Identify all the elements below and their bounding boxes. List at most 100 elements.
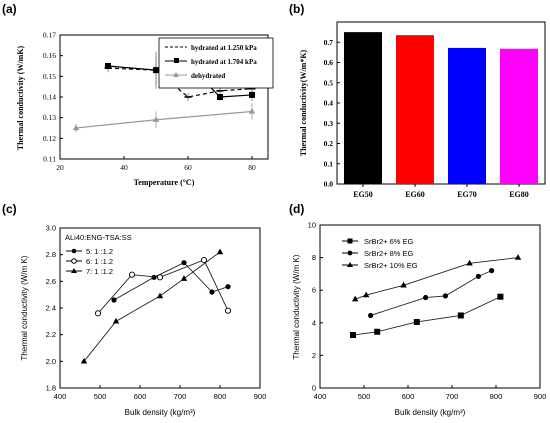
panel-b-chart: 0.0 0.1 0.2 0.3 0.4 0.5 0.6 0.7 EG50 EG60 EG70 EG8… [299, 21, 546, 199]
panel-c-series-2-point-0 [80, 357, 88, 364]
legend-d-1-label: SrBr2+ 6% EG [364, 237, 414, 246]
panel-d-chart: 400 500 600 700 800 900 0 2 4 6 8 10 Thermal conduc… [292, 221, 546, 418]
panel-a-series-1-point-4 [249, 91, 255, 98]
panel-b-bar-EG80 [500, 48, 538, 185]
panel-d-ytick-label-4: 8 [312, 253, 316, 262]
panel-c-ytick-label-5: 2.8 [46, 250, 56, 259]
panel-d-xtick-label-4: 800 [490, 392, 503, 401]
panel-b-xtick-label-3: EG80 [509, 190, 529, 199]
panel-b-bar-EG70 [448, 47, 486, 184]
panel-d-series-1-point-4 [489, 268, 495, 274]
legend-d-3-label: SrBr2+ 10% EG [364, 261, 418, 270]
panel-c-series-0-point-0 [111, 297, 117, 303]
panel-c-label: (c) [2, 202, 17, 216]
panel-b-ytick-label-2: 0.2 [324, 139, 334, 148]
legend-a-2-label: hydrated at 1.704 kPa [191, 58, 257, 66]
panel-d-ytick-label-5: 10 [308, 221, 316, 230]
panel-c-ylabel: Thermal conductivity (W/m K) [20, 255, 29, 360]
panel-a-xtick-label-2: 60 [184, 163, 192, 172]
panel-a-xlabel: Temperature (°C) [134, 178, 195, 187]
panel-b-xtick-label-2: EG70 [457, 190, 477, 199]
panel-a-ytick-label-3: 0.14 [43, 93, 56, 102]
panel-d-series-0-point-1 [374, 328, 381, 335]
panel-b-ytick-label-1: 0.1 [324, 159, 334, 168]
panel-b-ylabel: Thermal conductivity(W/m*K) [299, 49, 308, 156]
panel-d-ytick-label-2: 4 [312, 318, 316, 327]
panel-a-xtick-label-1: 40 [120, 163, 128, 172]
panel-a-ytick-label-6: 0.17 [43, 31, 56, 40]
panel-a-series-2-point-2 [248, 107, 256, 114]
legend-c-1-label: 5: 1 :1.2 [86, 247, 113, 256]
panel-d-xtick-label-0: 400 [314, 392, 327, 401]
panel-c-xtick-label-3: 700 [174, 392, 187, 401]
panel-a-ylabel: Thermal conductivity (W/mK) [16, 45, 25, 150]
panel-c-series-0-point-4 [225, 284, 231, 290]
panel-b-label: (b) [289, 2, 304, 16]
panel-d-xtick-label-1: 500 [358, 392, 371, 401]
panel-c-ytick-label-6: 3.0 [46, 224, 56, 233]
panel-b-ytick-label-5: 0.5 [324, 78, 334, 87]
panel-c-series-1-point-4 [224, 307, 232, 314]
panel-a-ytick-label-0: 0.11 [43, 155, 56, 164]
panel-c-chart: 400 500 600 700 800 9001.82.02.22.42.62.83.0 … [20, 224, 266, 418]
panel-c-xtick-label-1: 500 [94, 392, 107, 401]
panel-c-series-1-line [97, 259, 229, 314]
legend-a-1-label: hydrated at 1.250 kPa [191, 44, 257, 52]
panel-a-ytick-label-2: 0.13 [43, 113, 56, 122]
panel-b-xtick-label-1: EG60 [405, 190, 425, 199]
panel-d-xtick-label-2: 600 [402, 392, 415, 401]
panel-d-ylabel: Thermal conductivity (W/m K) [292, 254, 301, 359]
panel-a-series-1-point-1 [153, 67, 159, 74]
panel-c-series-2-point-1 [112, 317, 120, 324]
panel-a-series-0-line [107, 67, 253, 98]
panel-d-series-0-point-2 [413, 318, 420, 325]
panel-d-series-1-line [370, 270, 492, 316]
panel-b-ytick-label-7: 0.7 [324, 38, 334, 47]
panel-c-series-0-point-2 [181, 260, 187, 266]
panel-d-xlabel: Bulk density (kg/m³) [395, 408, 466, 417]
panel-c-series-2-point-3 [180, 275, 188, 281]
panel-b-ytick-label-6: 0.6 [324, 58, 334, 67]
panel-a-chart: 20 40 60 80 0.11 0.12 0.13 0.14 0.15 0.16 0.17 The… [16, 31, 274, 187]
panel-d-series-2-point-0 [352, 295, 359, 302]
panel-a-ytick-label-4: 0.15 [43, 72, 56, 81]
panel-d-series-0-point-4 [497, 293, 504, 300]
legend-c-2-label: 6: 1 :1.2 [86, 257, 113, 266]
panel-a-label: (a) [2, 2, 17, 16]
panel-d-xtick-label-3: 700 [446, 392, 459, 401]
panel-a-xtick-label-0: 20 [56, 163, 64, 172]
panel-b-bar-EG60 [396, 35, 434, 184]
panel-d-series-0-point-3 [457, 312, 464, 319]
panel-d-ytick-label-1: 2 [312, 351, 316, 360]
panel-d-series-2-point-2 [400, 281, 407, 288]
panel-d-ytick-label-0: 0 [312, 384, 316, 393]
panel-b-bar-EG50 [344, 32, 382, 184]
panel-a-series-2-point-0 [72, 124, 80, 131]
panel-d-plot-frame [319, 224, 541, 389]
panel-d-series-2-point-1 [363, 291, 370, 298]
panel-d-series-0-point-0 [350, 332, 356, 339]
panel-c-xtick-label-0: 400 [54, 392, 67, 401]
panel-c-ytick-label-4: 2.6 [46, 277, 56, 286]
panel-c-legend: ALi40:ENG-TSA:SS 5: 1 :1.2 6: 1 :1.2 7: … [65, 233, 132, 276]
panel-d-series-2-point-4 [514, 254, 522, 260]
panel-b-xtick-label-0: EG50 [353, 190, 373, 199]
panel-c-ytick-label-0: 1.8 [46, 384, 56, 393]
panel-c-xlabel: Bulk density (kg/m³) [125, 408, 196, 417]
panel-d-series-2-point-3 [466, 259, 473, 266]
panel-c-series-1-point-1 [128, 271, 136, 278]
panel-a-series-2-point-1 [152, 116, 160, 122]
panel-c-series-1-point-0 [94, 310, 102, 317]
panel-c-xtick-label-4: 800 [214, 392, 227, 401]
panel-d-ytick-label-3: 6 [312, 286, 316, 295]
panel-c-series-0-point-1 [151, 274, 157, 280]
panel-a-series-1-point-0 [105, 63, 111, 69]
panel-a-legend: hydrated at 1.250 kPa hydrated at 1.704 … [158, 37, 274, 89]
panel-d-label: (d) [289, 202, 304, 216]
panel-b-ytick-label-4: 0.4 [324, 99, 334, 108]
panel-c-ytick-label-2: 2.2 [46, 330, 56, 339]
panel-a-series-2-line [75, 110, 253, 129]
panel-d-series-1-point-3 [475, 273, 481, 279]
panel-c-series-0-line [113, 262, 229, 301]
